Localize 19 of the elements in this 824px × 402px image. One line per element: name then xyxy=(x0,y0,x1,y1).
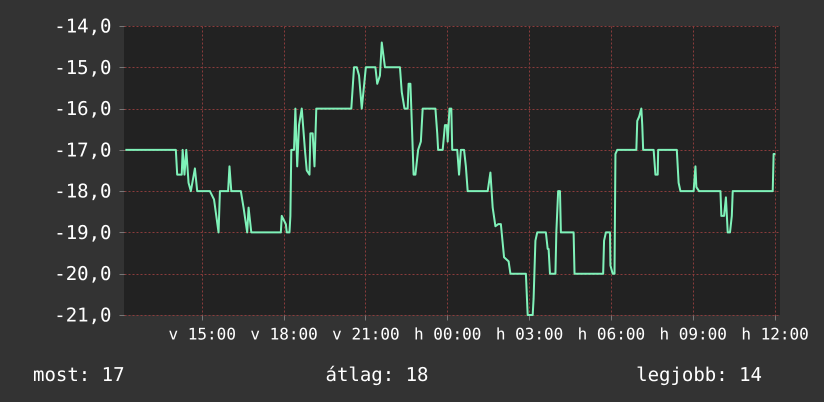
y-tick-label: -14,0 xyxy=(54,16,112,38)
x-tick-label: h 00:00 xyxy=(414,324,482,344)
x-tick-label: h 03:00 xyxy=(496,324,564,344)
x-tick-label: v 21:00 xyxy=(332,324,400,344)
text: átlag: 18 xyxy=(326,364,428,386)
text: legjobb: 14 xyxy=(636,364,762,386)
y-tick-label: -20,0 xyxy=(54,263,112,286)
x-tick-label: v 15:00 xyxy=(168,324,236,344)
y-tick-label: -15,0 xyxy=(54,56,112,79)
y-tick-label: -17,0 xyxy=(54,139,112,162)
y-tick-label: -19,0 xyxy=(54,222,112,244)
y-tick-label: -18,0 xyxy=(54,180,112,203)
x-tick-label: h 12:00 xyxy=(741,324,809,344)
x-tick-label: h 06:00 xyxy=(578,324,646,344)
x-tick-label: v 18:00 xyxy=(250,324,318,344)
text: most: 17 xyxy=(33,364,125,386)
y-tick-label: -16,0 xyxy=(54,98,112,120)
x-tick-label: h 09:00 xyxy=(659,324,727,344)
y-tick-label: -21,0 xyxy=(54,304,112,326)
